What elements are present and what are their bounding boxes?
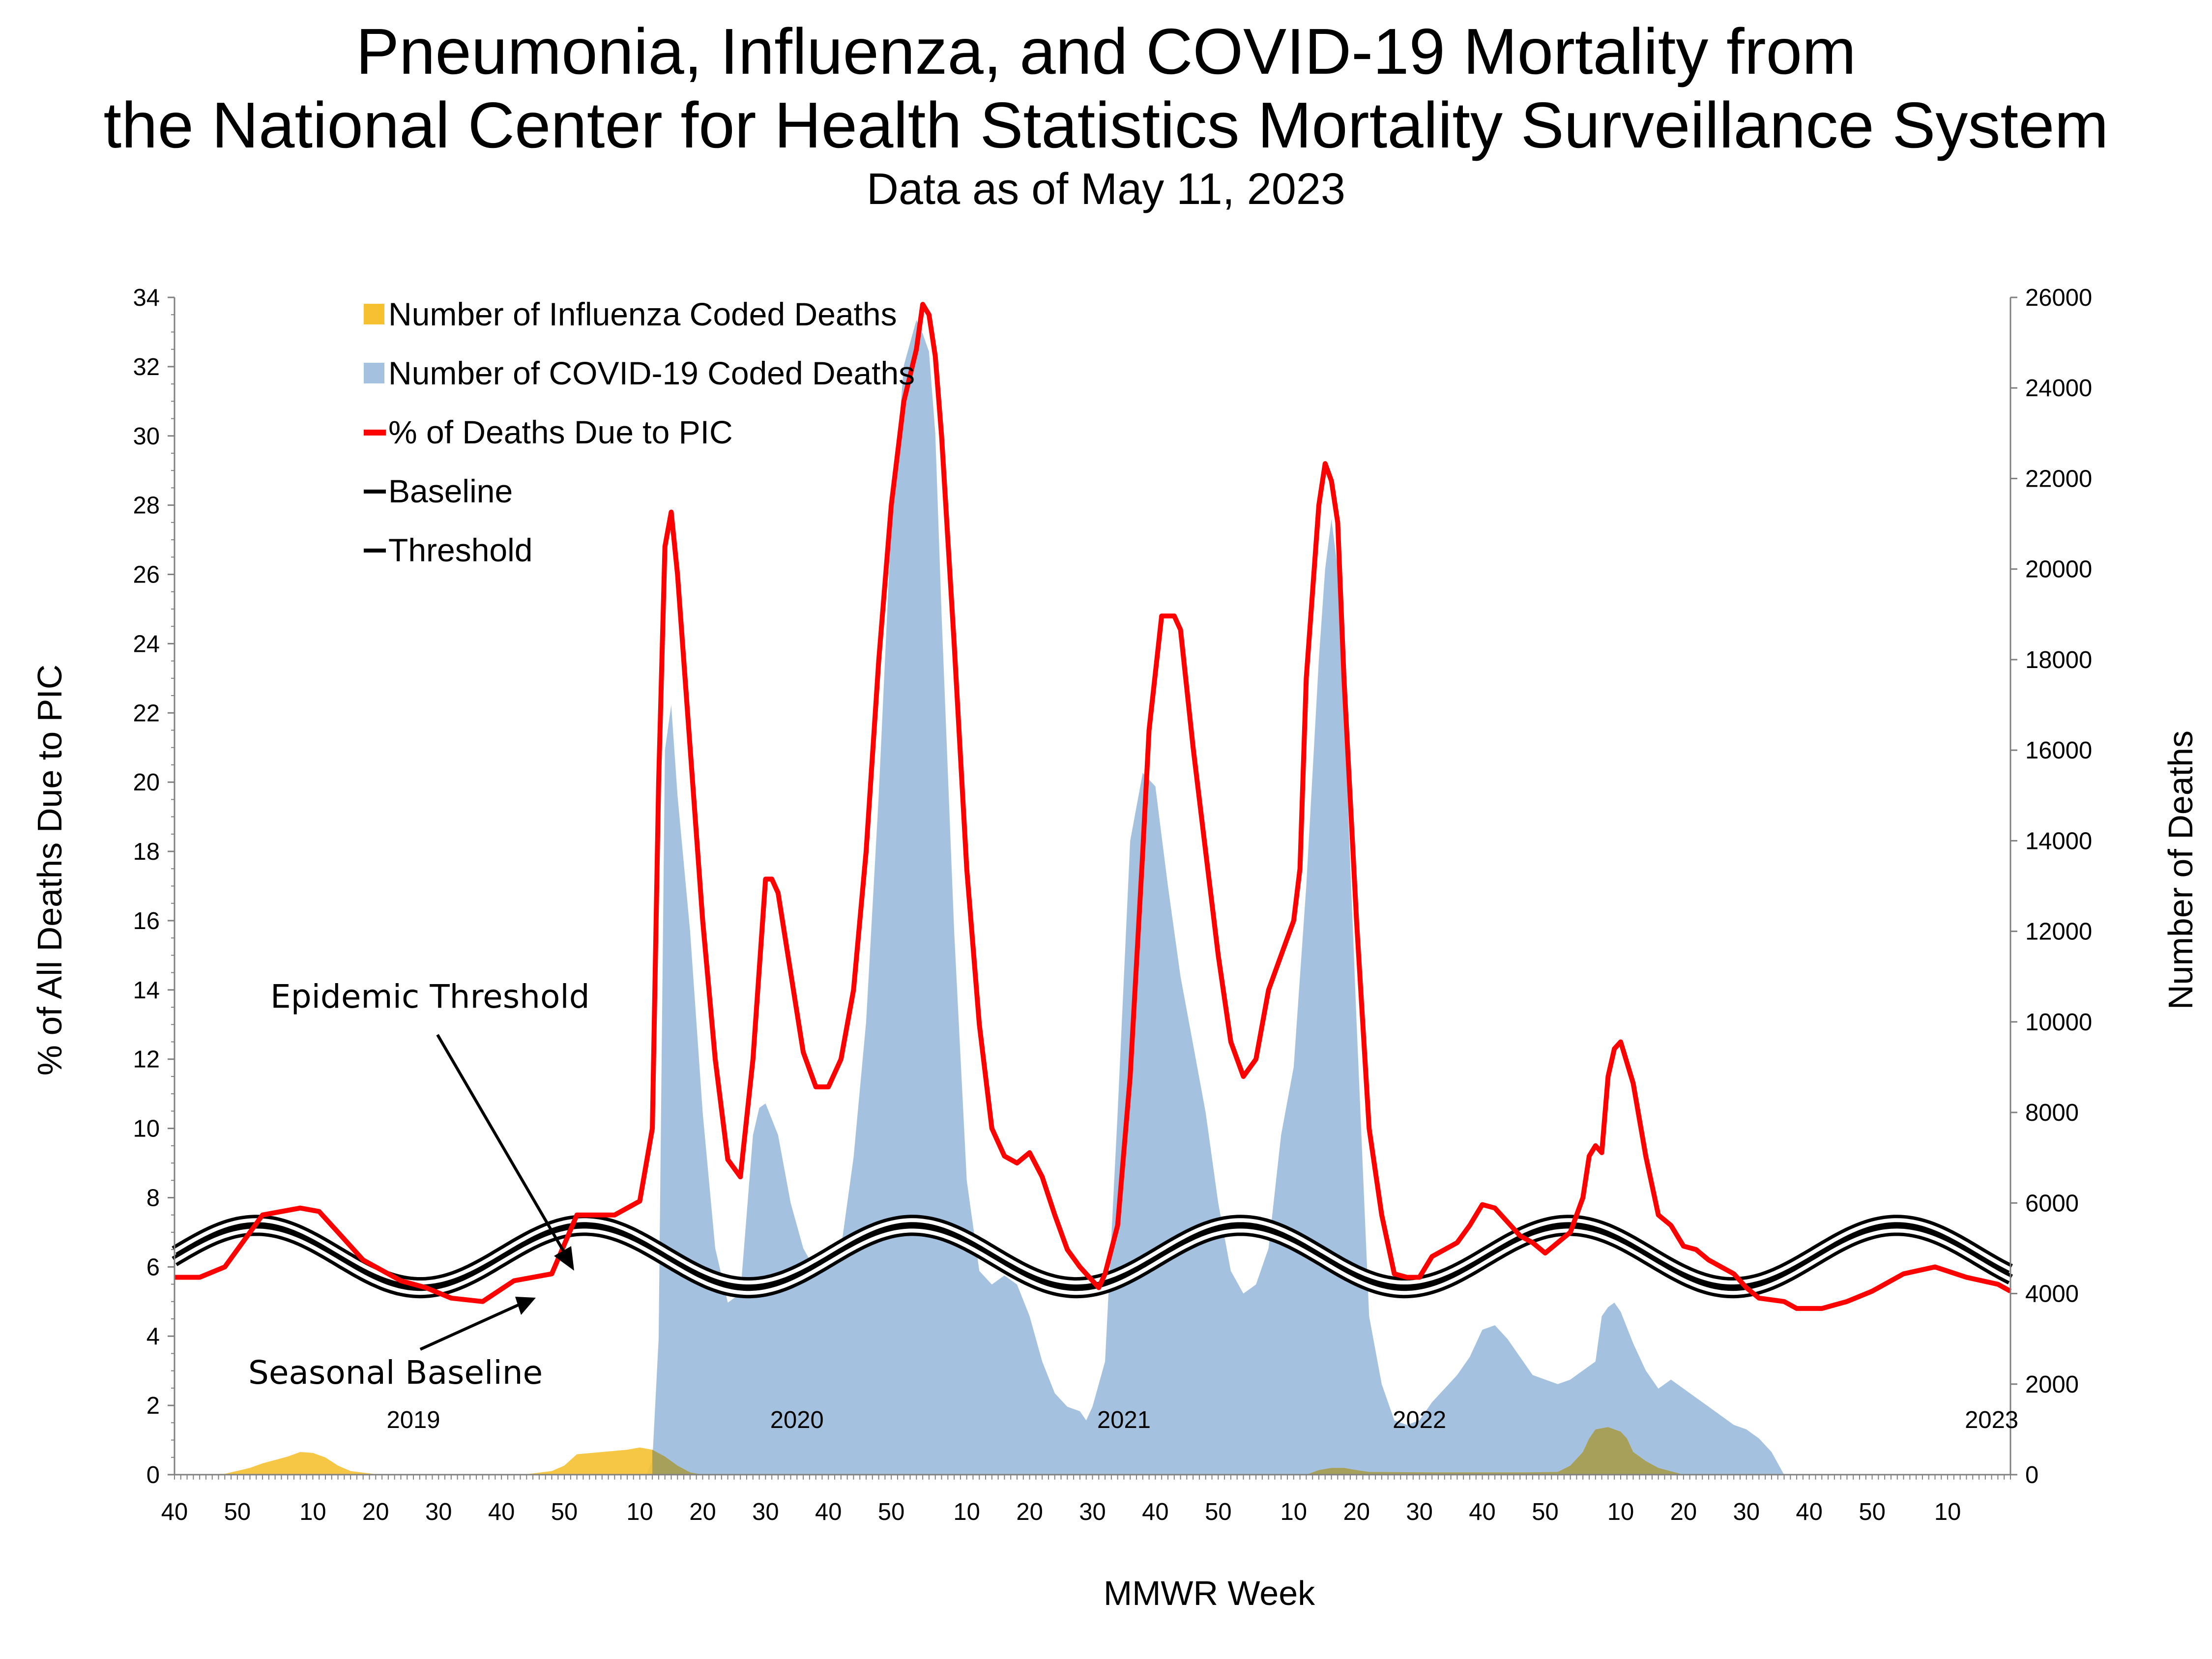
x-tick-label: 50: [551, 1499, 578, 1525]
right-tick-label: 26000: [2025, 285, 2092, 311]
year-label-2023: 2023: [1965, 1407, 2018, 1433]
right-tick-label: 8000: [2025, 1100, 2079, 1126]
x-tick-label: 40: [1469, 1499, 1496, 1525]
x-tick-label: 20: [362, 1499, 389, 1525]
baseline-line-inner: [173, 1228, 2011, 1295]
chart-title-line2: the National Center for Health Statistic…: [104, 89, 2109, 161]
chart-title: Pneumonia, Influenza, and COVID-19 Morta…: [356, 15, 1856, 87]
right-tick-label: 20000: [2025, 556, 2092, 583]
left-tick-label: 18: [133, 839, 160, 865]
legend-label-covid: Number of COVID-19 Coded Deaths: [388, 355, 915, 391]
annotation-arrow-baseline: [419, 1301, 524, 1351]
x-tick-label: 10: [953, 1499, 980, 1525]
left-tick-label: 12: [133, 1047, 160, 1073]
x-tick-label: 10: [299, 1499, 326, 1525]
x-tick-label: 40: [815, 1499, 842, 1525]
axes: 0246810121416182022242628303234020004000…: [133, 285, 2092, 1525]
x-tick-label: 30: [1079, 1499, 1106, 1525]
left-tick-label: 8: [146, 1185, 160, 1211]
x-tick-label: 10: [1934, 1499, 1961, 1525]
plot-lines: [172, 302, 2013, 1311]
x-tick-label: 50: [878, 1499, 905, 1525]
x-tick-label: 40: [1142, 1499, 1169, 1525]
x-tick-label: 40: [488, 1499, 515, 1525]
left-axis-title: % of All Deaths Due to PIC: [30, 665, 69, 1076]
legend-label-pic: % of Deaths Due to PIC: [388, 414, 733, 450]
x-tick-label: 20: [689, 1499, 716, 1525]
left-tick-label: 6: [146, 1254, 160, 1281]
annotation-seasonal-baseline: Seasonal Baseline: [248, 1354, 543, 1392]
year-label-2019: 2019: [387, 1407, 440, 1433]
right-tick-label: 6000: [2025, 1190, 2079, 1217]
right-tick-label: 4000: [2025, 1281, 2079, 1308]
influenza-deaths-area: [175, 1427, 1684, 1475]
right-axis-title: Number of Deaths: [2161, 730, 2200, 1010]
x-tick-label: 40: [161, 1499, 188, 1525]
year-label-2022: 2022: [1393, 1407, 1446, 1433]
legend-label-influenza: Number of Influenza Coded Deaths: [388, 296, 897, 332]
legend-swatch-covid: [364, 363, 384, 383]
plot-areas: [175, 320, 1784, 1475]
left-tick-label: 30: [133, 423, 160, 450]
right-tick-label: 24000: [2025, 375, 2092, 402]
x-tick-label: 10: [1607, 1499, 1634, 1525]
legend-label-baseline: Baseline: [388, 473, 513, 509]
annotation-arrow-threshold: [436, 1034, 569, 1259]
x-axis-title: MMWR Week: [1104, 1574, 1315, 1612]
year-label-2021: 2021: [1097, 1407, 1151, 1433]
right-tick-label: 16000: [2025, 737, 2092, 764]
legend-label-threshold: Threshold: [388, 532, 533, 568]
right-tick-label: 10000: [2025, 1009, 2092, 1036]
right-tick-label: 14000: [2025, 828, 2092, 854]
left-tick-label: 20: [133, 769, 160, 796]
annotation-arrowhead-baseline: [515, 1297, 536, 1315]
right-tick-label: 12000: [2025, 919, 2092, 945]
x-tick-label: 20: [1670, 1499, 1697, 1525]
x-tick-label: 30: [425, 1499, 452, 1525]
x-tick-label: 20: [1016, 1499, 1043, 1525]
x-tick-label: 50: [1859, 1499, 1886, 1525]
left-tick-label: 4: [146, 1323, 160, 1350]
left-tick-label: 10: [133, 1116, 160, 1142]
right-tick-label: 22000: [2025, 466, 2092, 492]
x-tick-label: 50: [224, 1499, 251, 1525]
x-tick-label: 30: [752, 1499, 779, 1525]
left-tick-label: 32: [133, 354, 160, 380]
x-tick-label: 40: [1796, 1499, 1823, 1525]
covid-deaths-area: [646, 320, 1784, 1475]
influenza-covid-overlap-later: [1306, 1427, 1684, 1475]
left-tick-label: 22: [133, 700, 160, 727]
x-tick-label: 30: [1733, 1499, 1760, 1525]
x-tick-label: 10: [1281, 1499, 1308, 1525]
x-tick-label: 10: [626, 1499, 653, 1525]
annotation-arrowhead-threshold: [554, 1246, 574, 1271]
year-label-2020: 2020: [770, 1407, 824, 1433]
x-tick-label: 30: [1406, 1499, 1433, 1525]
influenza-covid-overlap-2020: [652, 1450, 703, 1475]
left-tick-label: 2: [146, 1393, 160, 1419]
left-tick-label: 34: [133, 285, 160, 311]
legend: Number of Influenza Coded Deaths Number …: [364, 296, 915, 568]
x-tick-label: 50: [1205, 1499, 1232, 1525]
right-tick-label: 0: [2025, 1462, 2038, 1488]
left-tick-label: 26: [133, 562, 160, 588]
left-tick-label: 0: [146, 1462, 160, 1488]
chart-subtitle: Data as of May 11, 2023: [867, 165, 1345, 214]
legend-swatch-influenza: [364, 304, 384, 324]
right-tick-label: 2000: [2025, 1371, 2079, 1398]
x-tick-label: 50: [1532, 1499, 1559, 1525]
pic-percent-line: [175, 302, 2012, 1311]
left-tick-label: 16: [133, 908, 160, 934]
x-tick-label: 20: [1343, 1499, 1370, 1525]
annotation-epidemic-threshold: Epidemic Threshold: [270, 978, 590, 1016]
right-tick-label: 18000: [2025, 647, 2092, 673]
left-tick-label: 24: [133, 631, 160, 657]
left-tick-label: 28: [133, 493, 160, 519]
left-tick-label: 14: [133, 977, 160, 1004]
